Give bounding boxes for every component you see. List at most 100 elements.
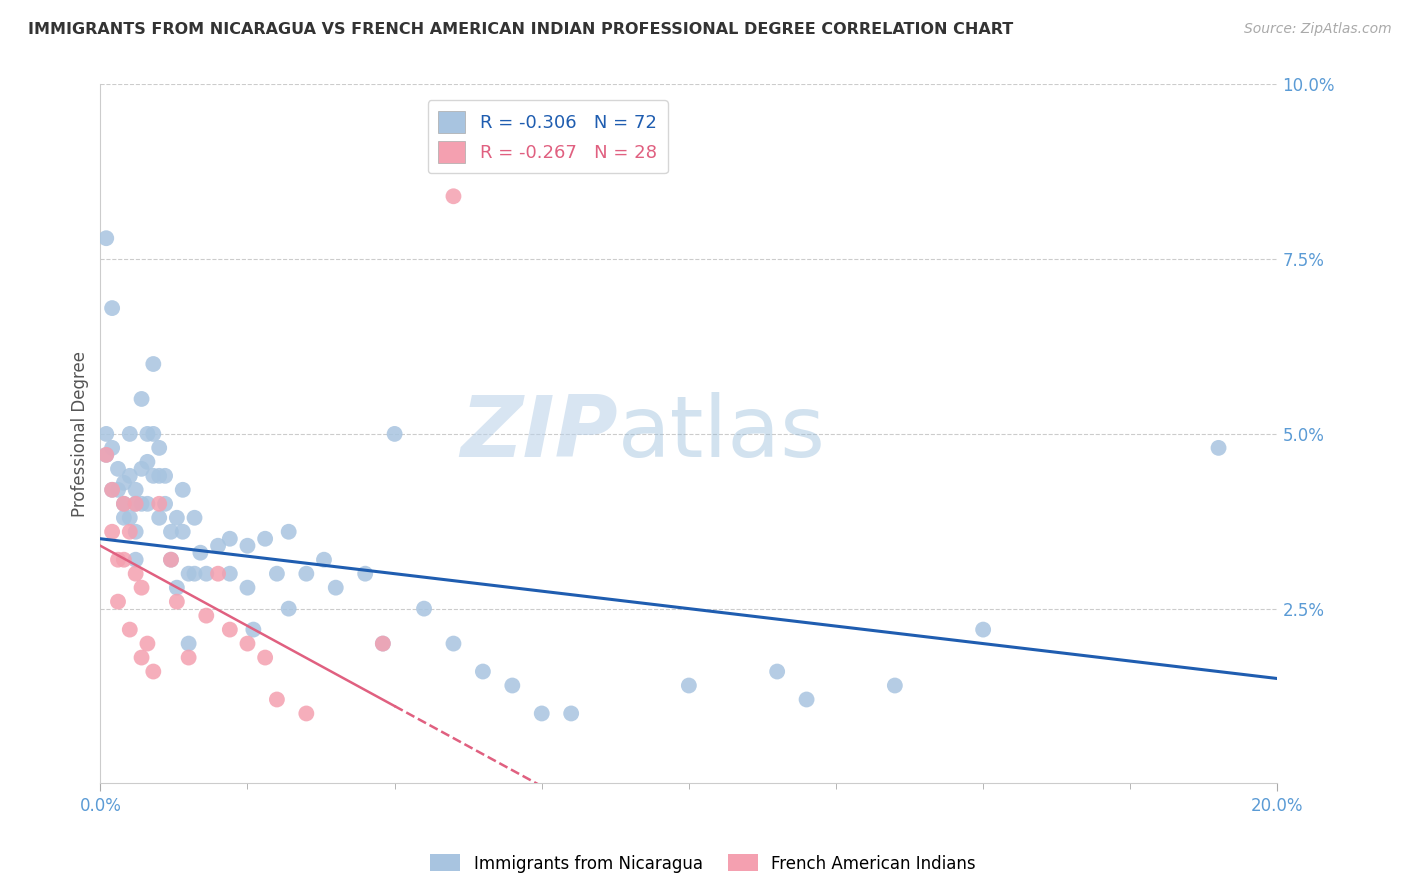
Point bbox=[501, 679, 523, 693]
Point bbox=[124, 552, 146, 566]
Legend: Immigrants from Nicaragua, French American Indians: Immigrants from Nicaragua, French Americ… bbox=[423, 847, 983, 880]
Point bbox=[384, 426, 406, 441]
Text: atlas: atlas bbox=[619, 392, 827, 475]
Point bbox=[443, 189, 465, 203]
Point bbox=[236, 539, 259, 553]
Point bbox=[371, 637, 394, 651]
Point bbox=[195, 566, 218, 581]
Y-axis label: Professional Degree: Professional Degree bbox=[72, 351, 89, 516]
Text: IMMIGRANTS FROM NICARAGUA VS FRENCH AMERICAN INDIAN PROFESSIONAL DEGREE CORRELAT: IMMIGRANTS FROM NICARAGUA VS FRENCH AMER… bbox=[28, 22, 1014, 37]
Point bbox=[148, 468, 170, 483]
Point bbox=[766, 665, 789, 679]
Point bbox=[236, 581, 259, 595]
Point bbox=[183, 510, 205, 524]
Point bbox=[312, 552, 335, 566]
Point bbox=[96, 448, 118, 462]
Point bbox=[124, 497, 146, 511]
Point bbox=[96, 231, 118, 245]
Point bbox=[471, 665, 494, 679]
Point bbox=[112, 552, 135, 566]
Point bbox=[266, 566, 288, 581]
Point bbox=[190, 546, 212, 560]
Point bbox=[325, 581, 347, 595]
Text: ZIP: ZIP bbox=[461, 392, 619, 475]
Point bbox=[177, 650, 200, 665]
Point bbox=[136, 426, 159, 441]
Legend: R = -0.306   N = 72, R = -0.267   N = 28: R = -0.306 N = 72, R = -0.267 N = 28 bbox=[427, 101, 668, 173]
Point bbox=[118, 524, 141, 539]
Point bbox=[107, 483, 129, 497]
Point bbox=[131, 462, 153, 476]
Point bbox=[101, 301, 124, 315]
Point bbox=[242, 623, 264, 637]
Point bbox=[142, 665, 165, 679]
Point bbox=[142, 468, 165, 483]
Point bbox=[136, 497, 159, 511]
Text: Source: ZipAtlas.com: Source: ZipAtlas.com bbox=[1244, 22, 1392, 37]
Point bbox=[166, 510, 188, 524]
Point bbox=[207, 566, 229, 581]
Point bbox=[172, 524, 194, 539]
Point bbox=[678, 679, 700, 693]
Point bbox=[796, 692, 818, 706]
Point bbox=[266, 692, 288, 706]
Point bbox=[160, 524, 183, 539]
Point bbox=[124, 497, 146, 511]
Point bbox=[124, 566, 146, 581]
Point bbox=[124, 483, 146, 497]
Point bbox=[112, 497, 135, 511]
Point bbox=[101, 524, 124, 539]
Point bbox=[972, 623, 994, 637]
Point bbox=[153, 468, 176, 483]
Point bbox=[118, 426, 141, 441]
Point bbox=[131, 650, 153, 665]
Point bbox=[96, 448, 118, 462]
Point bbox=[112, 510, 135, 524]
Point bbox=[354, 566, 377, 581]
Point bbox=[118, 468, 141, 483]
Point bbox=[207, 539, 229, 553]
Point bbox=[254, 650, 277, 665]
Point bbox=[118, 510, 141, 524]
Point bbox=[560, 706, 582, 721]
Point bbox=[1208, 441, 1230, 455]
Point bbox=[172, 483, 194, 497]
Point bbox=[295, 706, 318, 721]
Point bbox=[131, 497, 153, 511]
Point bbox=[118, 623, 141, 637]
Point bbox=[131, 392, 153, 406]
Point bbox=[254, 532, 277, 546]
Point bbox=[371, 637, 394, 651]
Point bbox=[142, 426, 165, 441]
Point bbox=[160, 552, 183, 566]
Point bbox=[413, 601, 436, 615]
Point bbox=[148, 497, 170, 511]
Point bbox=[218, 623, 240, 637]
Point bbox=[443, 637, 465, 651]
Point bbox=[142, 357, 165, 371]
Point bbox=[107, 462, 129, 476]
Point bbox=[166, 594, 188, 608]
Point bbox=[153, 497, 176, 511]
Point bbox=[883, 679, 905, 693]
Point bbox=[136, 637, 159, 651]
Point bbox=[160, 552, 183, 566]
Point bbox=[166, 581, 188, 595]
Point bbox=[177, 566, 200, 581]
Point bbox=[177, 637, 200, 651]
Point bbox=[136, 455, 159, 469]
Point bbox=[183, 566, 205, 581]
Point bbox=[218, 566, 240, 581]
Point bbox=[148, 510, 170, 524]
Point bbox=[96, 426, 118, 441]
Point bbox=[148, 441, 170, 455]
Point bbox=[101, 483, 124, 497]
Point bbox=[101, 483, 124, 497]
Point bbox=[131, 581, 153, 595]
Point bbox=[295, 566, 318, 581]
Point bbox=[107, 594, 129, 608]
Point bbox=[277, 524, 299, 539]
Point bbox=[236, 637, 259, 651]
Point bbox=[530, 706, 553, 721]
Point bbox=[112, 497, 135, 511]
